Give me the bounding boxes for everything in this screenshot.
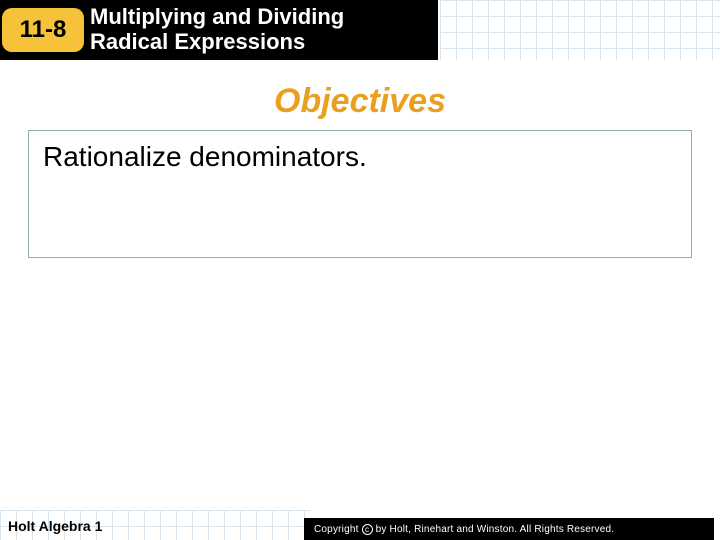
lesson-title-line2: Radical Expressions [90, 29, 344, 54]
footer-copyright-bar: Copyright c by Holt, Rinehart and Winsto… [304, 518, 714, 540]
objectives-heading: Objectives [0, 82, 720, 121]
header-bar: 11-8 Multiplying and Dividing Radical Ex… [0, 0, 438, 60]
grid-background [0, 0, 720, 540]
slide: 11-8 Multiplying and Dividing Radical Ex… [0, 0, 720, 540]
lesson-title-line1: Multiplying and Dividing [90, 4, 344, 29]
lesson-title: Multiplying and Dividing Radical Express… [90, 4, 344, 55]
copyright-suffix: by Holt, Rinehart and Winston. All Right… [376, 524, 615, 535]
lesson-number-text: 11-8 [20, 16, 67, 44]
objectives-box: Rationalize denominators. [28, 130, 692, 258]
objective-item: Rationalize denominators. [43, 141, 677, 173]
lesson-number-badge: 11-8 [2, 8, 84, 52]
copyright-icon: c [362, 524, 373, 535]
copyright-prefix: Copyright [314, 524, 359, 535]
footer-left-text: Holt Algebra 1 [8, 518, 102, 534]
